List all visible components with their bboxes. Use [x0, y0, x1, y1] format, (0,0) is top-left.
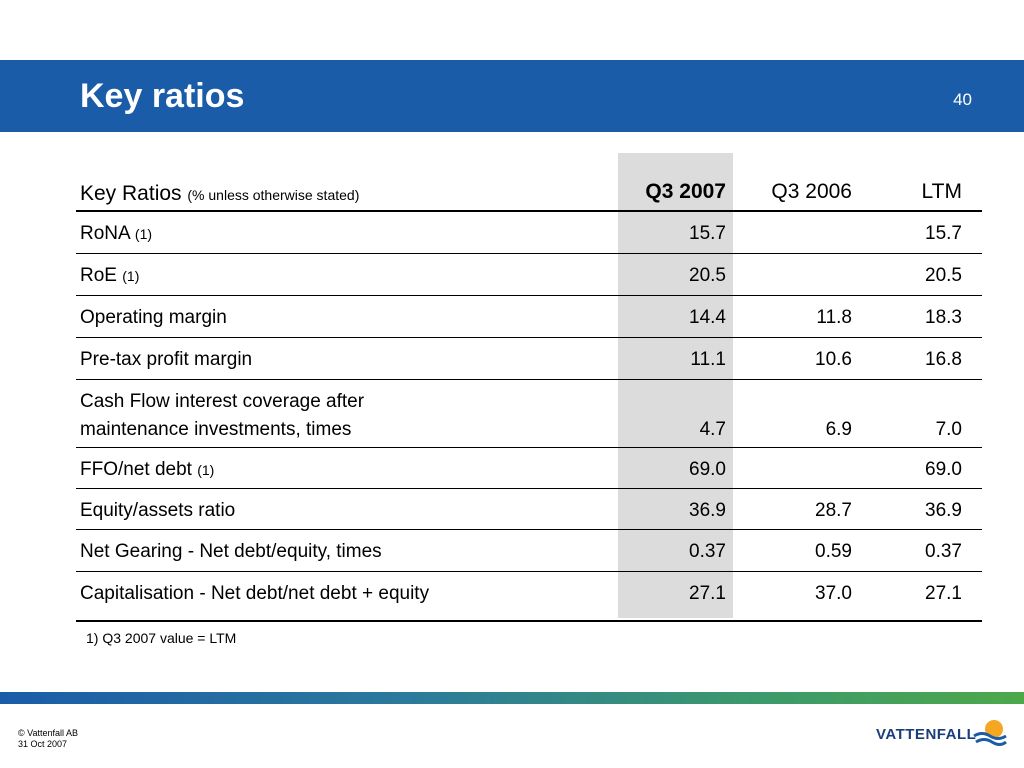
title-banner — [0, 60, 1024, 132]
cell-ltm: 0.37 — [925, 541, 962, 562]
copyright-text: © Vattenfall AB — [18, 728, 78, 738]
table-row: RoE (1) 20.5 20.5 — [76, 254, 982, 296]
table-row: Capitalisation - Net debt/net debt + equ… — [76, 572, 982, 622]
cell-ltm: 27.1 — [925, 583, 962, 604]
footer-stripe — [0, 692, 1024, 704]
row-label: RoE (1) — [80, 265, 140, 286]
cell-q3-2007: 27.1 — [689, 583, 726, 604]
cell-q3-2007: 0.37 — [689, 541, 726, 562]
cell-q3-2007: 14.4 — [689, 307, 726, 328]
row-label: Capitalisation - Net debt/net debt + equ… — [80, 583, 430, 604]
current-quarter-highlight — [618, 153, 733, 618]
table-header-row: Key Ratios (% unless otherwise stated) Q… — [76, 170, 982, 212]
cell-q3-2007: 15.7 — [689, 223, 726, 244]
footer-date: 31 Oct 2007 — [18, 739, 68, 749]
cell-q3-2006: 10.6 — [815, 349, 852, 370]
row-label: RoNA (1) — [80, 223, 153, 244]
column-header-ltm: LTM — [921, 180, 962, 203]
cell-q3-2007: 36.9 — [689, 500, 726, 521]
row-label: FFO/net debt (1) — [80, 459, 215, 480]
key-ratios-table: Key Ratios (% unless otherwise stated) Q… — [76, 170, 982, 622]
table-row: FFO/net debt (1) 69.0 69.0 — [76, 448, 982, 489]
footnote: 1) Q3 2007 value = LTM — [86, 630, 237, 646]
page-title: Key ratios — [80, 77, 245, 115]
cell-q3-2006: 11.8 — [816, 307, 852, 328]
row-note: (1) — [197, 462, 215, 478]
cell-ltm: 69.0 — [925, 459, 962, 480]
copyright-block: © Vattenfall AB 31 Oct 2007 — [18, 728, 78, 750]
cell-q3-2007: 69.0 — [689, 459, 726, 480]
row-label: Operating margin — [80, 307, 227, 328]
row-note: (1) — [134, 226, 153, 242]
cell-ltm: 20.5 — [925, 265, 962, 286]
table-row: Pre-tax profit margin 11.1 10.6 16.8 — [76, 338, 982, 380]
cell-q3-2006: 28.7 — [815, 500, 852, 521]
company-logo-text: VATTENFALL — [876, 726, 977, 743]
cell-q3-2007: 11.1 — [690, 349, 726, 370]
cell-ltm: 15.7 — [925, 223, 962, 244]
row-label: Net Gearing - Net debt/equity, times — [80, 541, 382, 562]
row-label-line2: maintenance investments, times — [80, 419, 352, 440]
table-row: Operating margin 14.4 11.8 18.3 — [76, 296, 982, 338]
column-header-q3-2007: Q3 2007 — [645, 180, 726, 203]
cell-q3-2006: 37.0 — [815, 583, 852, 604]
cell-ltm: 7.0 — [935, 419, 962, 440]
row-label: Equity/assets ratio — [80, 500, 236, 521]
row-note: (1) — [122, 268, 140, 284]
table-row: RoNA (1) 15.7 15.7 — [76, 212, 982, 254]
cell-ltm: 18.3 — [925, 307, 962, 328]
table-row: Net Gearing - Net debt/equity, times 0.3… — [76, 530, 982, 572]
cell-q3-2006: 0.59 — [815, 541, 852, 562]
cell-ltm: 36.9 — [925, 500, 962, 521]
table-row: Equity/assets ratio 36.9 28.7 36.9 — [76, 489, 982, 530]
table-row: Cash Flow interest coverage after mainte… — [76, 380, 982, 448]
cell-q3-2007: 20.5 — [689, 265, 726, 286]
cell-q3-2007: 4.7 — [699, 419, 726, 440]
row-label: Pre-tax profit margin — [80, 349, 253, 370]
table-header-label: Key Ratios (% unless otherwise stated) — [80, 182, 360, 205]
table-header-note: (% unless otherwise stated) — [187, 187, 360, 203]
cell-ltm: 16.8 — [925, 349, 962, 370]
row-label: Cash Flow interest coverage after mainte… — [80, 391, 365, 440]
cell-q3-2006: 6.9 — [825, 419, 852, 440]
slide-number: 40 — [953, 90, 972, 109]
column-header-q3-2006: Q3 2006 — [771, 180, 852, 203]
sun-waves-logo-icon — [973, 720, 1007, 746]
